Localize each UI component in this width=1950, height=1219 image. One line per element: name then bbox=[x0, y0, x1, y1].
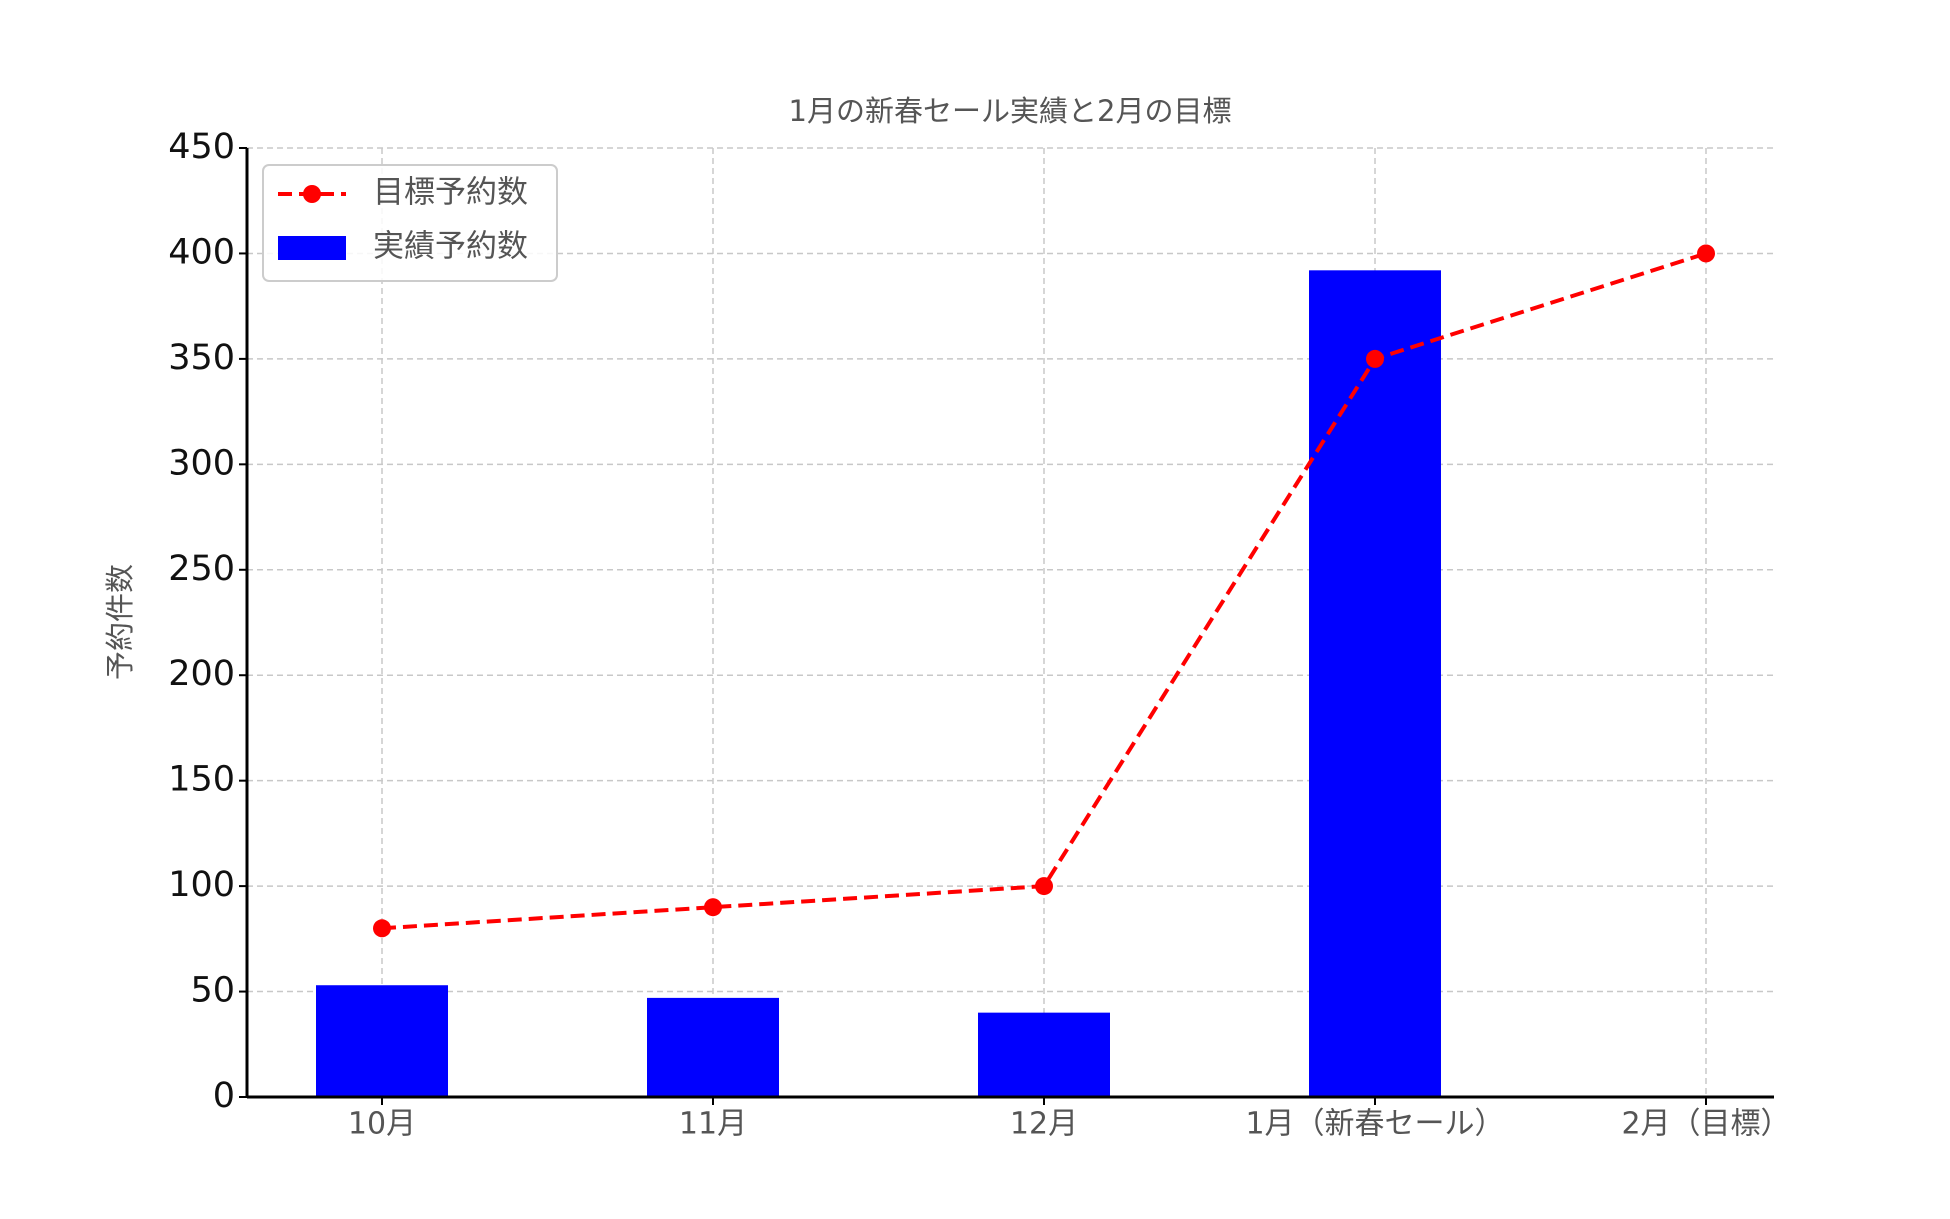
legend-label: 実績予約数 bbox=[373, 229, 528, 265]
bar bbox=[978, 1012, 1110, 1097]
line-marker bbox=[704, 898, 722, 917]
line-marker bbox=[1366, 349, 1384, 368]
chart-title: 1月の新春セール実績と2月の目標 bbox=[789, 94, 1232, 128]
x-tick-label: 10月 bbox=[348, 1107, 416, 1142]
y-tick-label: 400 bbox=[168, 232, 235, 272]
x-tick-label: 11月 bbox=[679, 1107, 747, 1142]
x-tick-label: 1月（新春セール） bbox=[1245, 1107, 1504, 1142]
legend-swatch-marker bbox=[303, 185, 321, 203]
bar bbox=[316, 985, 448, 1097]
x-tick-label: 12月 bbox=[1010, 1107, 1078, 1142]
y-axis-label: 予約件数 bbox=[103, 564, 137, 680]
legend-label: 目標予約数 bbox=[373, 175, 528, 211]
y-tick-label: 50 bbox=[190, 971, 235, 1011]
legend-swatch bbox=[278, 236, 346, 260]
y-tick-label: 300 bbox=[168, 443, 235, 483]
line-marker bbox=[373, 919, 391, 938]
y-tick-label: 450 bbox=[168, 127, 235, 167]
line-marker bbox=[1697, 244, 1715, 263]
bar bbox=[647, 997, 779, 1097]
bar bbox=[1309, 270, 1441, 1097]
y-tick-label: 200 bbox=[168, 654, 235, 694]
x-tick-label: 2月（目標） bbox=[1621, 1107, 1790, 1142]
y-tick-label: 0 bbox=[213, 1076, 235, 1116]
line-marker bbox=[1035, 877, 1053, 896]
y-tick-label: 350 bbox=[168, 338, 235, 378]
y-tick-label: 150 bbox=[168, 760, 235, 800]
y-tick-label: 250 bbox=[168, 549, 235, 589]
y-tick-label: 100 bbox=[168, 865, 235, 905]
